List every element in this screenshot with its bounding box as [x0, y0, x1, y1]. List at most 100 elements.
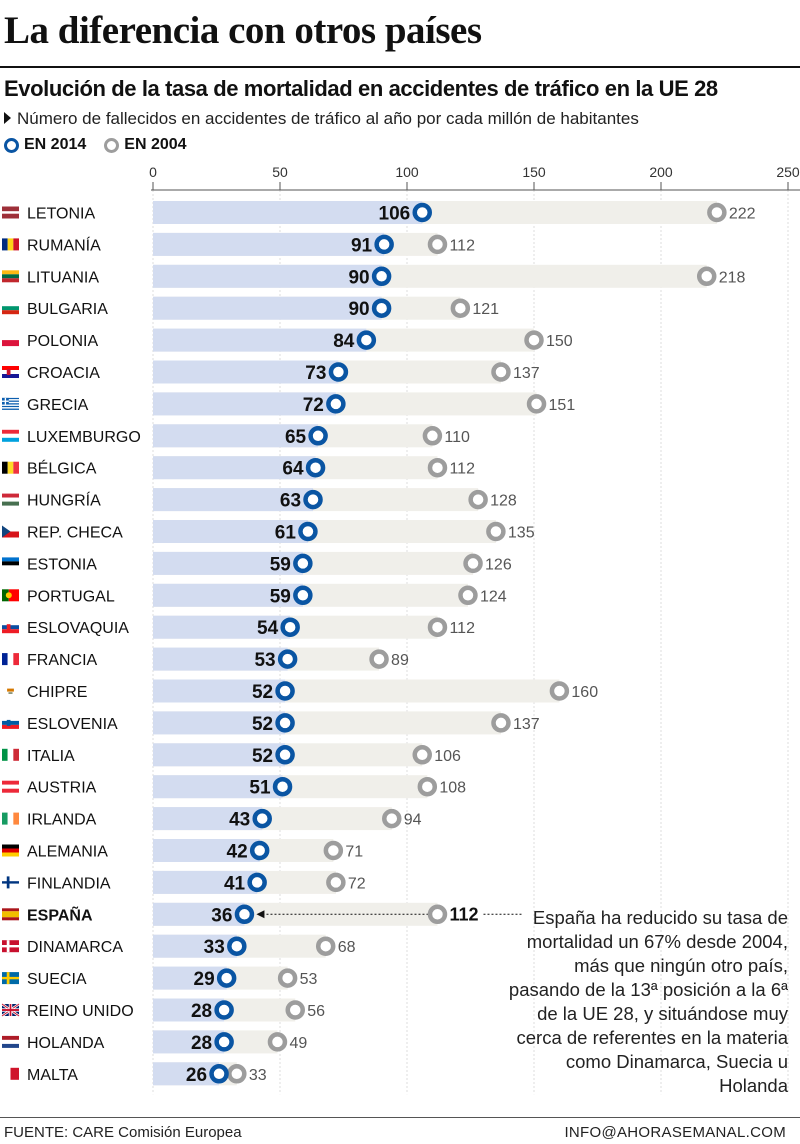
flag-part	[2, 334, 19, 341]
flag-part	[6, 719, 11, 726]
marker-2004	[285, 1000, 305, 1020]
country-flag-icon	[2, 876, 19, 889]
flag-part	[2, 405, 19, 408]
flag-part	[8, 692, 13, 694]
marker-2014	[412, 202, 432, 223]
flag-part	[7, 812, 14, 825]
flag-part	[2, 976, 19, 980]
flag-part	[2, 238, 8, 251]
bar-2014	[153, 1030, 225, 1054]
value-label-2004: 112	[449, 904, 478, 924]
country-flag-icon	[2, 780, 19, 793]
chart-subtitle: Evolución de la tasa de mortalidad en ac…	[4, 76, 718, 101]
flag-part	[2, 780, 19, 785]
marker-2004	[427, 457, 448, 478]
flag-part	[2, 812, 8, 825]
flag-part	[2, 908, 19, 912]
marker-2014	[275, 681, 295, 701]
triangle-bullet-icon	[4, 112, 11, 124]
marker-2014	[328, 362, 349, 382]
value-label-2004: 126	[485, 556, 512, 573]
value-label-2014: 59	[270, 586, 291, 607]
flag-part	[2, 340, 19, 347]
value-label-2014: 84	[333, 331, 355, 352]
value-label-2004: 112	[449, 461, 475, 478]
marker-2004	[491, 362, 511, 382]
flag-part	[2, 461, 8, 474]
value-label-2004: 128	[490, 493, 517, 510]
flag-part	[2, 397, 19, 400]
marker-2014	[326, 394, 346, 414]
value-label-2014: 29	[194, 969, 215, 990]
bar-2014	[153, 934, 237, 958]
legend-label-2014: EN 2014	[24, 136, 87, 153]
bar-2014	[153, 551, 303, 575]
value-label-2014: 65	[285, 427, 307, 448]
flag-part	[2, 302, 19, 307]
bar-2014	[153, 775, 283, 799]
x-tick-label: 250	[776, 164, 800, 180]
country-label: RUMANÍA	[27, 235, 101, 254]
country-flag-icon	[2, 557, 19, 570]
country-flag-icon	[2, 461, 19, 474]
flag-part	[2, 565, 19, 570]
flag-part	[2, 589, 9, 602]
marker-2004	[450, 298, 471, 318]
flag-part	[2, 433, 19, 438]
flag-part	[2, 917, 19, 921]
bar-2014	[153, 966, 227, 990]
marker-2004	[277, 968, 298, 988]
country-label: REINO UNIDO	[27, 1003, 134, 1020]
country-flag-icon	[2, 302, 19, 315]
flag-part	[2, 399, 19, 401]
marker-2014	[216, 968, 237, 988]
bar-2014	[153, 743, 286, 767]
bar-2014	[153, 456, 316, 480]
legend-label-2004: EN 2004	[124, 136, 187, 153]
mortality-chart: 0 50 100 150 200 250 LETONIA 222 106 RUMANÍA 112 91…	[1, 164, 800, 1095]
bar-2014	[153, 998, 225, 1022]
flag-part	[2, 493, 19, 498]
flag-part	[2, 211, 19, 214]
value-label-2004: 222	[729, 206, 756, 223]
value-label-2014: 64	[282, 459, 304, 480]
value-label-2004: 137	[513, 365, 540, 382]
marker-2004	[463, 553, 483, 574]
country-flag-icon	[2, 812, 19, 825]
value-label-2004: 137	[513, 716, 540, 733]
country-flag-icon	[2, 397, 19, 410]
bar-2014	[153, 679, 286, 703]
country-flag-icon	[1, 1002, 20, 1018]
marker-2014	[272, 776, 293, 797]
bar-2014	[153, 392, 336, 416]
marker-2004	[696, 266, 717, 287]
value-label-2014: 43	[229, 810, 250, 831]
country-flag-icon	[2, 525, 19, 538]
value-label-2004: 89	[391, 652, 409, 669]
bar-2014	[153, 424, 319, 448]
flag-part	[2, 621, 19, 626]
country-label: CROACIA	[27, 365, 100, 382]
flag-part	[2, 629, 19, 634]
country-flag-icon	[2, 653, 19, 666]
bar-2014	[153, 264, 382, 288]
country-flag-icon	[2, 493, 19, 506]
value-label-2004: 121	[472, 301, 499, 318]
country-label: LUXEMBURGO	[27, 429, 141, 446]
marker-2004	[427, 904, 448, 925]
flag-part	[2, 945, 19, 948]
value-label-2004: 150	[546, 333, 573, 350]
value-label-2004: 72	[348, 875, 366, 892]
value-label-2004: 49	[289, 1035, 307, 1052]
x-tick-label: 200	[649, 164, 673, 180]
country-label: FINLANDIA	[27, 875, 111, 892]
value-label-2014: 91	[351, 235, 373, 256]
country-flag-icon	[2, 270, 19, 283]
flag-part	[7, 748, 14, 761]
country-flag-icon	[2, 940, 19, 953]
flag-part	[2, 1009, 19, 1011]
country-label: ITALIA	[27, 748, 75, 765]
value-label-2004: 106	[434, 748, 461, 765]
legend-item-2004: EN 2004	[104, 136, 187, 154]
value-label-2004: 112	[449, 620, 475, 637]
